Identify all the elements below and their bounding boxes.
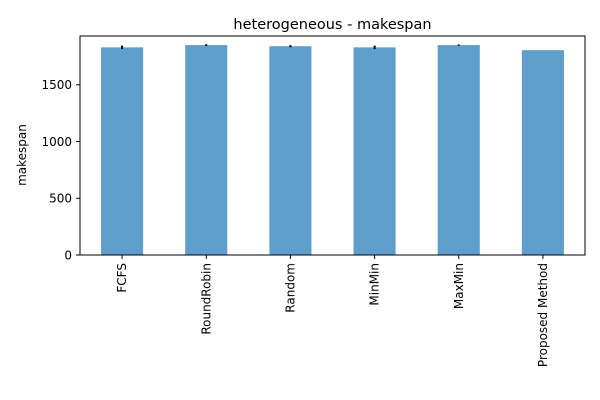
error-bars-group (121, 44, 460, 50)
y-tick-label: 1500 (41, 78, 72, 92)
x-tick-label: MinMin (368, 263, 382, 306)
bar-minmin (353, 47, 396, 255)
plot-frame (79, 35, 586, 256)
x-axis-ticks: FCFS RoundRobin Random MinMin MaxMin Proposed… (115, 255, 550, 367)
chart-title: heterogeneous - makespan (233, 17, 431, 33)
y-tick-label: 1000 (41, 135, 72, 149)
x-tick-label: Random (283, 263, 297, 313)
bar-maxmin (437, 45, 480, 255)
bar-random (269, 46, 312, 256)
x-tick-label: FCFS (115, 263, 129, 293)
y-axis-label: makespan (15, 124, 29, 186)
bar-roundrobin (185, 45, 228, 255)
bar-proposed-method (521, 50, 564, 256)
x-tick-label: MaxMin (452, 263, 466, 309)
x-tick-label: RoundRobin (199, 263, 213, 335)
y-tick-label: 500 (49, 192, 72, 206)
bars-group (101, 45, 564, 256)
x-tick-label: Proposed Method (536, 263, 550, 367)
y-tick-label: 0 (64, 248, 72, 262)
y-axis-ticks: 0 500 1000 1500 (41, 78, 80, 262)
bar-fcfs (101, 47, 144, 255)
